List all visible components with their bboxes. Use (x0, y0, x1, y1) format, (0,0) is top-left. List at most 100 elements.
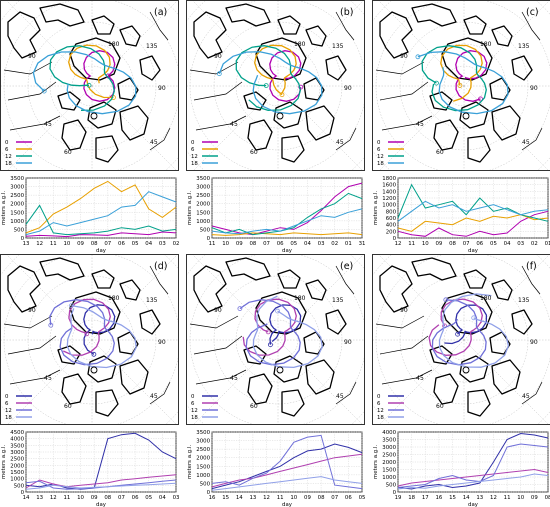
coastline (273, 101, 303, 129)
x-tick-label: 13 (36, 495, 43, 501)
series-line-6 (211, 453, 363, 488)
receptor-site (462, 112, 470, 120)
border-line (7, 81, 57, 101)
coastline (491, 25, 513, 47)
panel-e: 180 13590-45609045(e)06121805001000150020… (186, 254, 365, 507)
x-tick-label: 05 (290, 241, 297, 247)
border-line (193, 81, 243, 101)
y-tick-label: 1500 (196, 210, 210, 216)
legend-label: 6 (191, 401, 195, 407)
trajectory-18 (218, 51, 323, 115)
legend-label: 0 (191, 140, 195, 146)
map-label: 90 (158, 85, 166, 92)
coastline (491, 279, 513, 301)
meridian (193, 85, 279, 170)
coastline (91, 269, 115, 289)
x-axis-label: day (96, 502, 107, 507)
coastline (511, 55, 533, 81)
x-tick-label: 10 (290, 495, 297, 501)
y-tick-label: 3500 (10, 176, 24, 182)
y-axis-label: meters a.g.l. (373, 191, 379, 225)
border-line (521, 127, 543, 151)
meridian (463, 339, 549, 424)
y-tick-label: 2000 (10, 463, 24, 469)
x-tick-label: 12 (263, 495, 270, 501)
map-label: 90 (28, 53, 36, 60)
coastline (459, 355, 489, 383)
series-line-6 (211, 232, 363, 236)
x-tick-label: 08 (91, 241, 98, 247)
coastline (247, 119, 273, 151)
latitude-circle (71, 319, 113, 361)
x-tick-label: 09 (77, 241, 84, 247)
y-tick-label: 0 (21, 490, 25, 496)
trajectory-0 (269, 50, 302, 102)
coastline (193, 265, 227, 313)
trajectory-marker (478, 96, 483, 102)
x-tick-label: 14 (23, 495, 30, 501)
map-label: 90 (158, 339, 166, 346)
coastline (467, 389, 491, 417)
latitude-circle (443, 65, 485, 107)
x-axis-label: day (468, 502, 479, 507)
map-label: 180 (480, 41, 492, 48)
coastline (305, 25, 327, 47)
x-tick-label: 12 (395, 241, 402, 247)
x-tick-label: 07 (263, 241, 270, 247)
map-label: 45 (522, 139, 530, 146)
series-line-0 (25, 432, 177, 490)
map-label: 45 (150, 393, 158, 400)
coastline (39, 3, 85, 27)
coastline (305, 105, 335, 141)
trajectory-marker (298, 84, 304, 90)
legend-label: 18 (377, 161, 384, 167)
trajectory-marker (86, 82, 92, 88)
meridian (378, 1, 465, 87)
border-line (381, 369, 433, 385)
x-tick-label: 12 (36, 241, 43, 247)
border-line (193, 335, 243, 355)
coastline (325, 309, 347, 335)
map-label: -45 (414, 375, 424, 382)
trajectory-marker (48, 322, 54, 328)
border-line (9, 369, 61, 385)
y-tick-label: 2500 (10, 193, 24, 199)
panel-c: 180 13590-45609045(c)06121802004006008001… (372, 0, 550, 254)
x-tick-label: 05 (132, 241, 139, 247)
map-label: -45 (42, 375, 52, 382)
y-tick-label: 500 (386, 483, 397, 489)
series-line-12 (211, 434, 363, 490)
x-tick-label: 03 (173, 495, 180, 501)
x-tick-label: 09 (435, 241, 442, 247)
x-tick-label: 15 (222, 495, 229, 501)
trajectory-marker (434, 80, 439, 86)
coastline (305, 279, 327, 301)
coastline (119, 279, 141, 301)
legend-label: 6 (5, 147, 9, 153)
legend-label: 0 (377, 394, 381, 400)
timeseries: 0 500 1000 1500 2000 2500 3000 3500 16 15 14 13 12 11… (187, 430, 365, 507)
x-tick-label: 07 (104, 241, 111, 247)
x-tick-label: 14 (236, 495, 243, 501)
latitude-circle (257, 319, 299, 361)
border-line (379, 335, 429, 355)
y-tick-label: 0 (207, 490, 211, 496)
series-line-0 (397, 432, 549, 490)
map-label: 180 (294, 295, 306, 302)
y-tick-label: 3500 (196, 430, 210, 436)
panel-letter: (c) (526, 7, 539, 18)
map-label: -45 (42, 121, 52, 128)
trajectory-marker (91, 351, 97, 357)
meridian (379, 85, 465, 170)
x-tick-label: 08 (249, 241, 256, 247)
meridian (7, 85, 93, 170)
y-tick-label: 600 (386, 216, 397, 222)
x-tick-label: 13 (476, 495, 483, 501)
legend-label: 12 (377, 154, 384, 160)
trajectory-marker (457, 83, 463, 88)
